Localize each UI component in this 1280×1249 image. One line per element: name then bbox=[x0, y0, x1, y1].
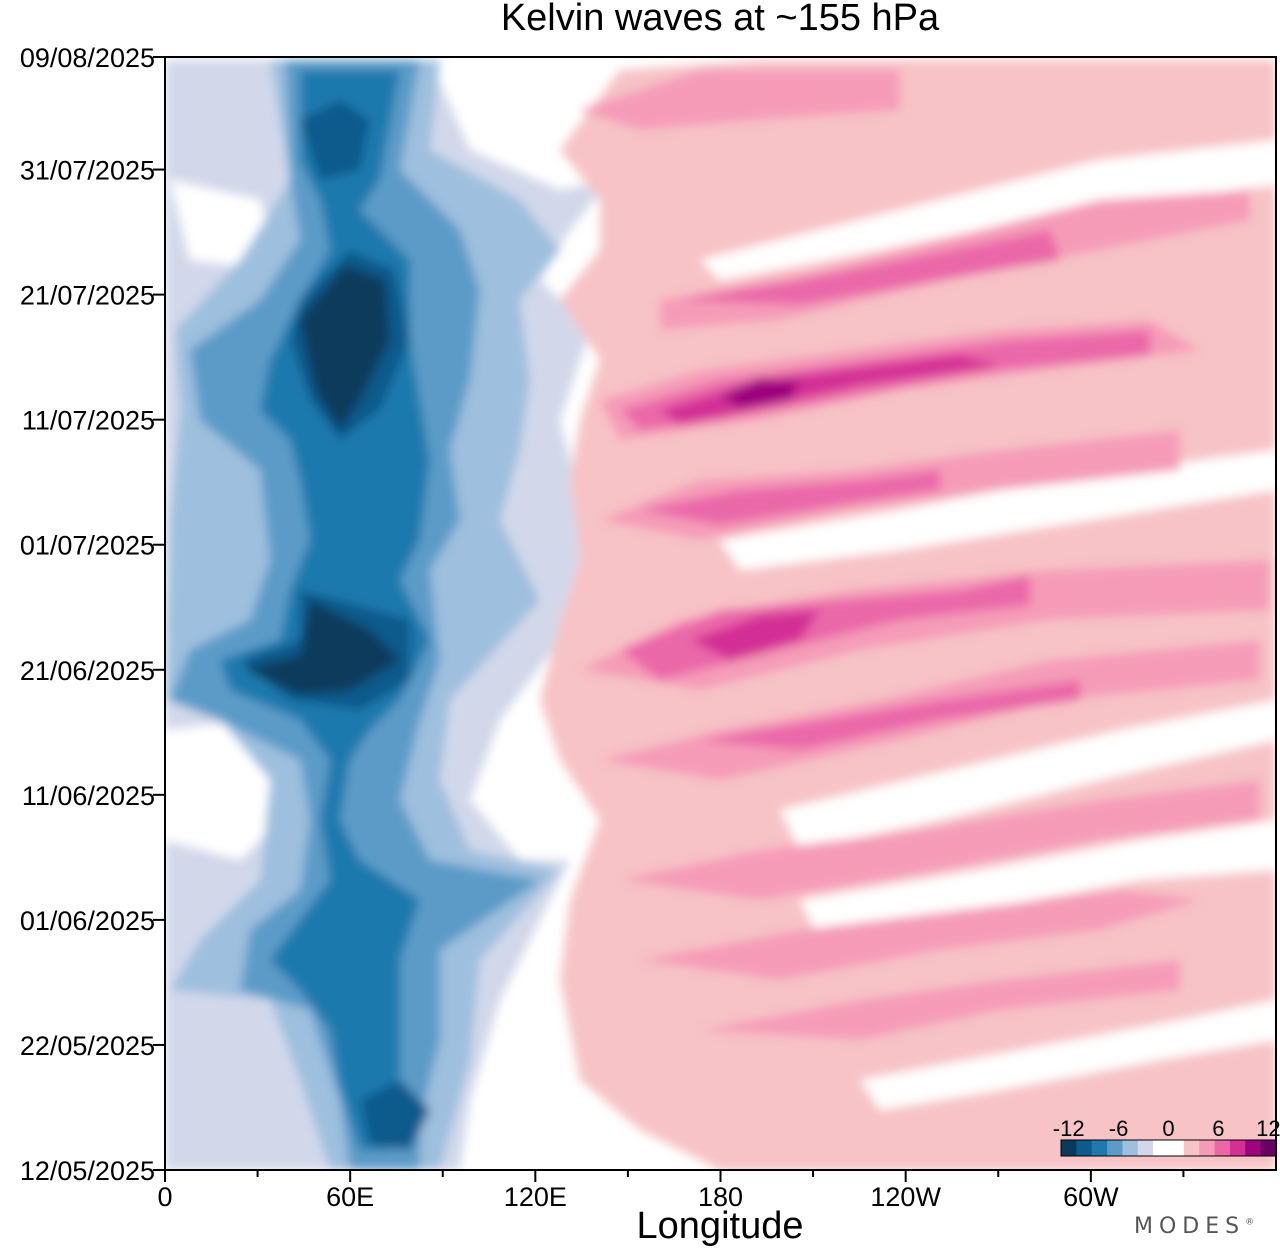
x-tick-label: 120E bbox=[504, 1182, 567, 1212]
contour-white-stripe-5 bbox=[860, 1000, 1276, 1110]
y-tick-label: 12/05/2025 bbox=[20, 1156, 155, 1186]
contour-pos-6-h bbox=[640, 890, 1200, 980]
y-tick-label: 01/07/2025 bbox=[20, 531, 155, 561]
x-axis-title: Longitude bbox=[637, 1205, 804, 1247]
colorbar-label: 6 bbox=[1212, 1116, 1224, 1141]
colorbar-swatch bbox=[1229, 1140, 1246, 1156]
colorbar-swatch bbox=[1260, 1140, 1277, 1156]
y-tick-label: 21/07/2025 bbox=[20, 281, 155, 311]
x-tick-label: 0 bbox=[157, 1182, 172, 1212]
plot-area bbox=[165, 57, 1276, 1170]
contour-pos-8-b bbox=[680, 230, 1060, 305]
contour-pos-10-a bbox=[660, 355, 1000, 425]
x-axis: 0 60E 120E 180 120W 60W bbox=[157, 1170, 1185, 1212]
contour-pos-6-e bbox=[580, 560, 1270, 690]
colorbar: -12 -6 0 6 12 bbox=[1053, 1116, 1280, 1157]
colorbar-swatch bbox=[1107, 1140, 1123, 1156]
colorbar-swatch bbox=[1245, 1140, 1262, 1156]
colorbar-label: 0 bbox=[1162, 1116, 1174, 1141]
contour-neg-10-c bbox=[360, 1080, 430, 1150]
colorbar-label: -12 bbox=[1053, 1116, 1085, 1141]
y-tick-label: 09/08/2025 bbox=[20, 43, 155, 73]
y-axis: 12/05/2025 22/05/2025 01/06/2025 11/06/2025… bbox=[20, 43, 165, 1186]
colorbar-swatch bbox=[1137, 1140, 1154, 1156]
colorbar-label: -6 bbox=[1109, 1116, 1129, 1141]
x-tick-label: 120W bbox=[870, 1182, 941, 1212]
y-tick-label: 31/07/2025 bbox=[20, 156, 155, 186]
contour-pos-6-i bbox=[700, 960, 1180, 1040]
contour-pos-8-e bbox=[700, 680, 1080, 750]
colorbar-swatch bbox=[1061, 1140, 1077, 1156]
colorbar-swatch bbox=[1183, 1140, 1200, 1156]
colorbar-swatch bbox=[1122, 1140, 1139, 1156]
contour-pos-6-a bbox=[580, 70, 900, 130]
colorbar-swatch bbox=[1168, 1140, 1185, 1156]
contour-white-stripe-4 bbox=[800, 820, 1276, 940]
contour-pos-12-a bbox=[720, 378, 800, 408]
x-tick-label: 60W bbox=[1063, 1182, 1119, 1212]
brand-mark: ® bbox=[1245, 1217, 1255, 1228]
y-tick-label: 21/06/2025 bbox=[20, 656, 155, 686]
colorbar-swatch bbox=[1214, 1140, 1231, 1156]
brand-name: MODES bbox=[1134, 1214, 1246, 1239]
chart-title: Kelvin waves at ~155 hPa bbox=[501, 0, 940, 39]
contour-neg-10-d bbox=[300, 100, 370, 180]
contour-white-stripe-2 bbox=[720, 450, 1276, 570]
colorbar-frame bbox=[1060, 1139, 1277, 1157]
y-tick-label: 01/06/2025 bbox=[20, 906, 155, 936]
y-tick-label: 11/06/2025 bbox=[22, 781, 155, 811]
contour-neg-12-a bbox=[300, 265, 390, 430]
contour-field bbox=[165, 60, 1276, 1170]
contour-pos-6-g bbox=[620, 780, 1260, 900]
colorbar-swatch bbox=[1199, 1140, 1216, 1156]
contour-neg-12-b bbox=[245, 600, 400, 695]
y-tick-label: 11/07/2025 bbox=[22, 406, 155, 436]
brand-logo: MODES® bbox=[1134, 1214, 1254, 1239]
colorbar-label: 12 bbox=[1256, 1116, 1280, 1141]
x-tick-label: 180 bbox=[698, 1182, 743, 1212]
colorbar-swatch bbox=[1153, 1140, 1169, 1156]
contour-pos-10-b bbox=[690, 610, 820, 660]
contour-white-stripe-3 bbox=[780, 700, 1276, 850]
y-tick-label: 22/05/2025 bbox=[20, 1031, 155, 1061]
contour-white-stripe-1 bbox=[700, 140, 1276, 280]
contour-pos-8-d bbox=[640, 470, 940, 525]
colorbar-swatch bbox=[1091, 1140, 1108, 1156]
colorbar-swatch bbox=[1076, 1140, 1093, 1156]
x-tick-label: 60E bbox=[326, 1182, 374, 1212]
